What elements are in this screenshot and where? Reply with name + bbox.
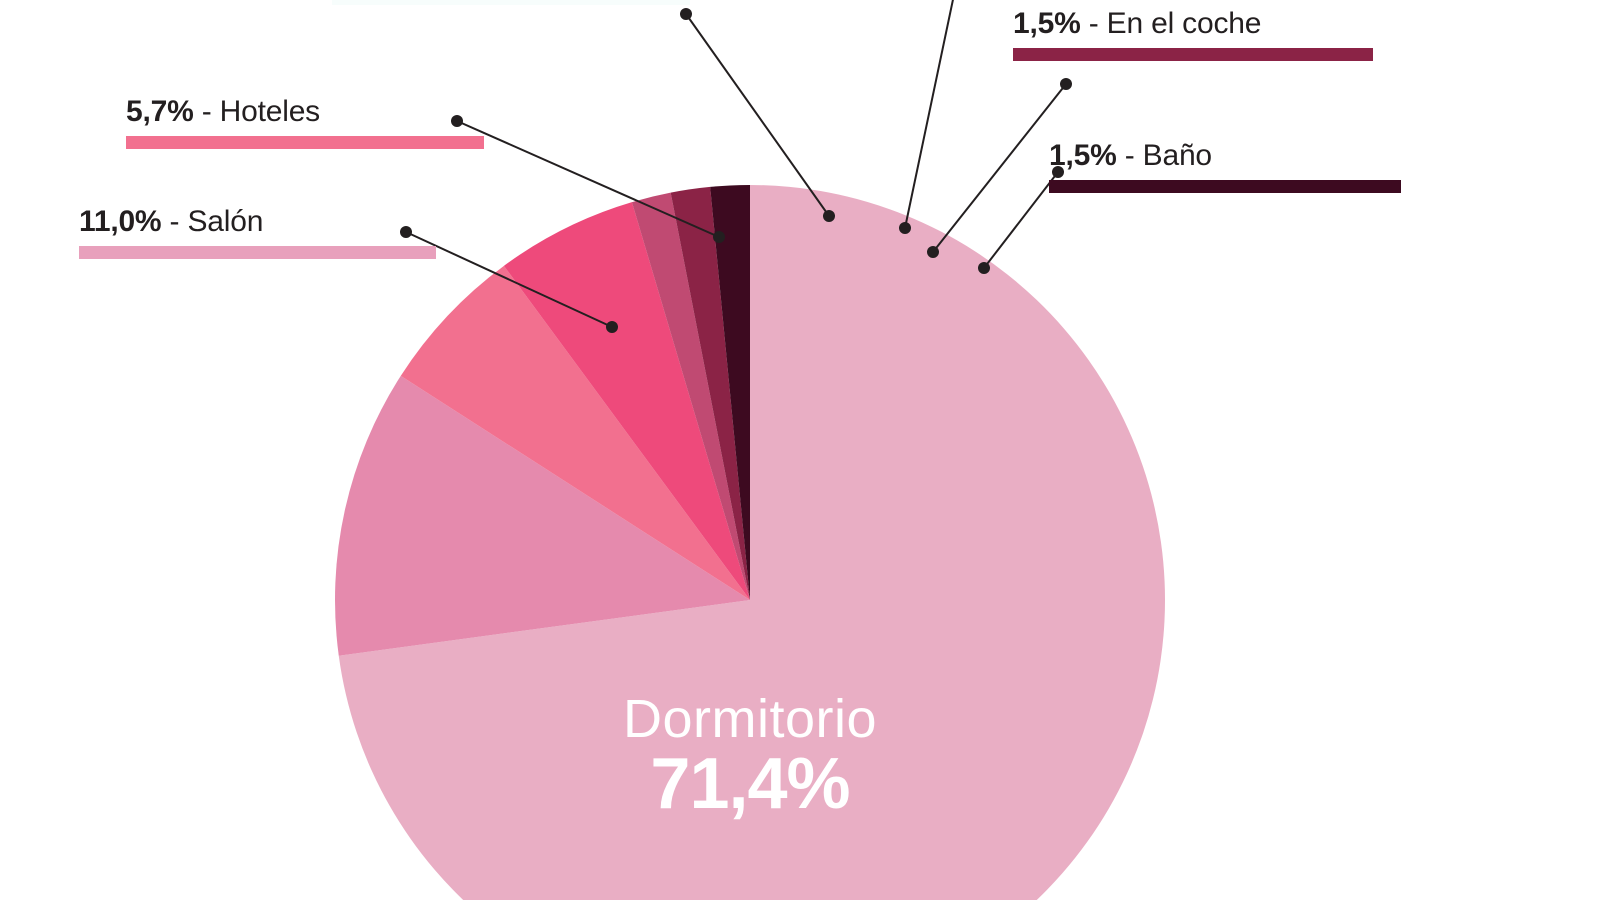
callout-bano-name: Baño	[1142, 139, 1212, 172]
callout-salon-percent: 11,0%	[79, 205, 162, 238]
pie-slice-salon	[335, 375, 750, 656]
callout-en-el-coche-dash: -	[1080, 7, 1107, 40]
callout-en-el-coche-color-bar	[1013, 47, 1373, 61]
callout-hoteles-percent: 5,7%	[126, 95, 194, 128]
leader-line-otros	[680, 8, 835, 222]
pie-slice-bano	[710, 185, 750, 600]
callout-bano-percent: 1,5%	[1049, 139, 1117, 172]
leader-line-hoteles	[451, 115, 725, 243]
pie-slice-segment-5	[670, 186, 750, 601]
callout-en-el-coche-text: 1,5% - En el coche	[1013, 8, 1373, 40]
pie-slice-dormitorio	[338, 185, 1165, 900]
callout-salon: 11,0% - Salón	[79, 206, 436, 259]
leader-line-bano	[978, 166, 1064, 274]
callout-salon-dash: -	[161, 205, 188, 238]
callout-salon-text: 11,0% - Salón	[79, 206, 436, 238]
pie-slice-segment-3	[503, 202, 750, 600]
leader-line-salon	[400, 226, 618, 333]
callout-bano: 1,5% - Baño	[1049, 140, 1401, 193]
callout-hoteles-dash: -	[193, 95, 220, 128]
callout-salon-name: Salón	[187, 205, 264, 238]
callout-salon-color-bar	[79, 245, 436, 259]
callout-bano-dash: -	[1116, 139, 1143, 172]
callout-bano-text: 1,5% - Baño	[1049, 140, 1401, 172]
clipped-legend-bar	[332, 0, 690, 5]
callout-hoteles: 5,7% - Hoteles	[126, 96, 484, 149]
leader-line-intermedio	[899, 0, 954, 234]
callout-bano-color-bar	[1049, 179, 1401, 193]
callout-en-el-coche-name: En el coche	[1106, 7, 1262, 40]
callout-hoteles-color-bar	[126, 135, 484, 149]
callout-hoteles-name: Hoteles	[219, 95, 321, 128]
callout-en-el-coche-percent: 1,5%	[1013, 7, 1081, 40]
pie-slice-en-el-coche	[631, 192, 750, 600]
callout-en-el-coche: 1,5% - En el coche	[1013, 8, 1373, 61]
leader-line-en-el-coche	[927, 78, 1072, 258]
pie-slice-hoteles	[400, 265, 750, 600]
callout-hoteles-text: 5,7% - Hoteles	[126, 96, 484, 128]
